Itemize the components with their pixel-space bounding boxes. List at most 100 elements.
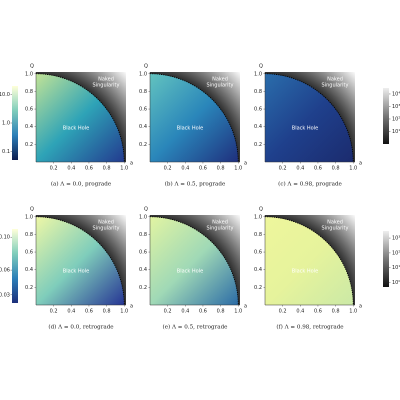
y-axis-label: Q bbox=[30, 64, 34, 70]
y-tick-label: 0.6 bbox=[25, 250, 33, 256]
colorbar bbox=[383, 231, 389, 287]
colorbar-tick-label: 10³ bbox=[392, 104, 400, 110]
axis-line bbox=[35, 215, 126, 306]
y-tick-label: 0.2 bbox=[139, 142, 147, 148]
black-hole-region bbox=[36, 216, 125, 305]
x-tick-label: 0.2 bbox=[164, 309, 172, 315]
y-tick-label: 0.6 bbox=[254, 250, 262, 256]
region-label: Singularity bbox=[322, 226, 349, 232]
region-label: Black Hole bbox=[177, 126, 203, 132]
x-tick-label: 1.0 bbox=[120, 309, 128, 315]
caption: (b) Λ = 0.5, prograde bbox=[165, 181, 226, 188]
x-tick-label: 0.6 bbox=[85, 309, 93, 315]
y-tick-label: 0.8 bbox=[139, 89, 147, 95]
x-tick-label: 0.2 bbox=[279, 166, 287, 172]
caption: (a) Λ = 0.0, prograde bbox=[51, 181, 112, 188]
horizon-boundary bbox=[264, 216, 354, 306]
x-tick-label: 1.0 bbox=[234, 309, 242, 315]
y-tick-label: 0.4 bbox=[139, 124, 147, 130]
y-tick-label: 0.8 bbox=[254, 89, 262, 95]
y-tick-label: 0.6 bbox=[139, 107, 147, 113]
y-tick-label: 0.2 bbox=[254, 142, 262, 148]
region-label: Black Hole bbox=[292, 269, 318, 275]
region-label: Naked bbox=[327, 220, 343, 226]
x-tick-label: 0.6 bbox=[85, 166, 93, 172]
x-tick-label: 1.0 bbox=[120, 166, 128, 172]
horizon-boundary bbox=[35, 216, 125, 306]
x-tick-label: 1.0 bbox=[234, 166, 242, 172]
axis-line bbox=[149, 72, 240, 163]
x-tick-label: 0.4 bbox=[181, 166, 189, 172]
black-hole-region bbox=[265, 216, 354, 305]
region-label: Singularity bbox=[207, 226, 234, 232]
colorbar-tick-label: 10¹ bbox=[392, 129, 400, 135]
region-label: Naked bbox=[327, 77, 343, 83]
x-tick-label: 0.8 bbox=[217, 166, 225, 172]
y-tick-label: 0.2 bbox=[139, 285, 147, 291]
region-label: Naked bbox=[212, 220, 228, 226]
colorbar-tick-label: 0.10 bbox=[0, 235, 10, 241]
horizon-boundary bbox=[149, 216, 239, 306]
colorbar-tick-label: 10¹ bbox=[392, 265, 400, 271]
x-tick-label: 0.2 bbox=[50, 166, 58, 172]
x-tick-label: 0.8 bbox=[332, 166, 340, 172]
y-tick-label: 0.4 bbox=[254, 267, 262, 273]
caption: (d) Λ = 0.0, retrograde bbox=[48, 324, 114, 331]
y-axis-label: Q bbox=[259, 207, 263, 213]
colorbar-tick-label: 10² bbox=[392, 116, 400, 122]
colorbar-tick-label: 0.03 bbox=[0, 292, 10, 298]
x-tick-label: 0.6 bbox=[199, 309, 207, 315]
x-tick-label: 0.8 bbox=[103, 309, 111, 315]
x-tick-label: 0.6 bbox=[199, 166, 207, 172]
region-label: Naked bbox=[98, 220, 114, 226]
axis-line bbox=[264, 72, 355, 163]
x-axis-label: a bbox=[130, 304, 133, 310]
caption: (f) Λ = 0.98, retrograde bbox=[276, 324, 344, 331]
x-tick-label: 0.8 bbox=[103, 166, 111, 172]
x-tick-label: 0.4 bbox=[67, 166, 75, 172]
horizon-boundary bbox=[149, 73, 239, 163]
y-tick-label: 1.0 bbox=[254, 214, 262, 220]
region-label: Naked bbox=[98, 77, 114, 83]
colorbar-tick-label: 10² bbox=[392, 250, 400, 256]
y-tick-label: 0.6 bbox=[25, 107, 33, 113]
black-hole-region bbox=[36, 73, 125, 162]
y-tick-label: 0.8 bbox=[25, 89, 33, 95]
axis-line bbox=[264, 215, 355, 306]
colorbar bbox=[383, 88, 389, 144]
axis-line bbox=[149, 215, 240, 306]
y-tick-label: 0.4 bbox=[254, 124, 262, 130]
x-axis-label: a bbox=[359, 161, 362, 167]
x-axis-label: a bbox=[359, 304, 362, 310]
colorbar-tick-label: 10⁰ bbox=[392, 280, 400, 286]
y-tick-label: 0.8 bbox=[25, 232, 33, 238]
y-tick-label: 1.0 bbox=[254, 71, 262, 77]
colorbar-tick-label: 0.06 bbox=[0, 268, 10, 274]
y-tick-label: 1.0 bbox=[139, 71, 147, 77]
y-tick-label: 0.8 bbox=[139, 232, 147, 238]
y-axis-label: Q bbox=[30, 207, 34, 213]
y-tick-label: 0.2 bbox=[25, 285, 33, 291]
region-label: Black Hole bbox=[177, 269, 203, 275]
x-tick-label: 1.0 bbox=[349, 166, 357, 172]
colorbar-tick-label: 0.1 bbox=[2, 149, 10, 155]
x-tick-label: 0.8 bbox=[332, 309, 340, 315]
black-hole-region bbox=[265, 73, 354, 162]
region-label: Naked bbox=[212, 77, 228, 83]
x-axis-label: a bbox=[130, 161, 133, 167]
caption: (e) Λ = 0.5, retrograde bbox=[163, 324, 229, 331]
y-tick-label: 0.4 bbox=[139, 267, 147, 273]
black-hole-region bbox=[150, 73, 239, 162]
y-tick-label: 1.0 bbox=[25, 71, 33, 77]
caption: (c) Λ = 0.98, prograde bbox=[278, 181, 342, 188]
y-axis-label: Q bbox=[144, 64, 148, 70]
y-tick-label: 0.8 bbox=[254, 232, 262, 238]
x-tick-label: 0.4 bbox=[296, 309, 304, 315]
y-tick-label: 1.0 bbox=[139, 214, 147, 220]
y-tick-label: 1.0 bbox=[25, 214, 33, 220]
y-axis-label: Q bbox=[259, 64, 263, 70]
colorbar-tick-label: 10⁴ bbox=[392, 91, 400, 97]
colorbar-tick-label: 10.0 bbox=[0, 92, 10, 98]
y-tick-label: 0.2 bbox=[254, 285, 262, 291]
